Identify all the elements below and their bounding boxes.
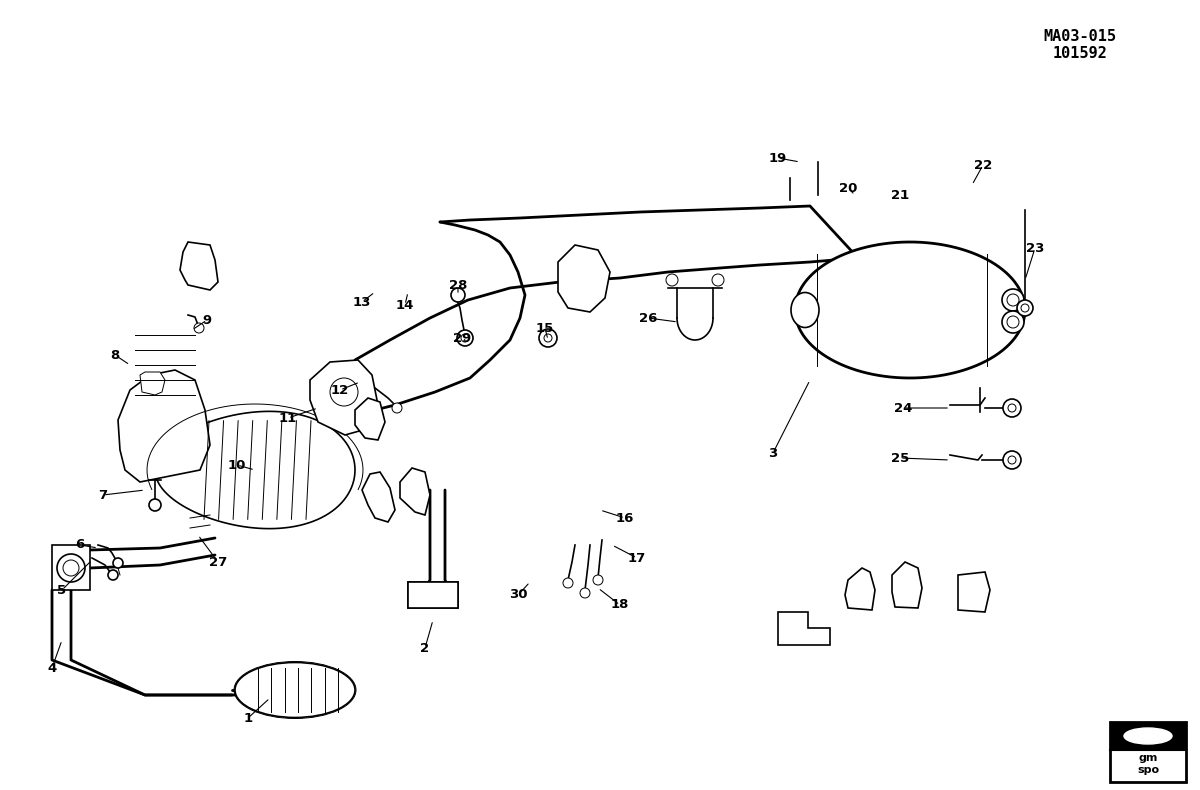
Text: 16: 16 [616, 511, 634, 525]
Polygon shape [140, 372, 166, 395]
Circle shape [64, 560, 79, 576]
Circle shape [108, 570, 118, 580]
Ellipse shape [1002, 311, 1024, 333]
Circle shape [1008, 456, 1016, 464]
Text: 11: 11 [278, 412, 298, 424]
Polygon shape [180, 242, 218, 290]
Circle shape [544, 334, 552, 342]
Text: 6: 6 [76, 539, 85, 551]
Polygon shape [408, 582, 458, 608]
Text: 3: 3 [768, 446, 778, 460]
Text: 10: 10 [228, 458, 246, 472]
Polygon shape [778, 612, 830, 645]
Circle shape [712, 274, 724, 286]
Text: 29: 29 [452, 332, 472, 344]
Circle shape [194, 323, 204, 333]
Text: 9: 9 [203, 314, 211, 326]
Text: 5: 5 [58, 584, 66, 596]
Text: 1: 1 [244, 712, 252, 724]
Text: 25: 25 [890, 452, 910, 465]
Circle shape [1016, 300, 1033, 316]
Circle shape [1003, 399, 1021, 417]
Bar [1110, 722, 1186, 750]
Text: 28: 28 [449, 279, 467, 292]
Circle shape [1008, 404, 1016, 412]
Text: 27: 27 [209, 555, 227, 569]
Text: 22: 22 [974, 159, 992, 171]
Circle shape [58, 554, 85, 582]
Text: MA03-015
101592: MA03-015 101592 [1044, 28, 1116, 61]
Circle shape [1021, 304, 1028, 312]
Circle shape [451, 288, 464, 302]
Circle shape [113, 558, 124, 568]
Text: 14: 14 [396, 299, 414, 311]
Text: 15: 15 [536, 322, 554, 334]
Text: 26: 26 [638, 311, 658, 325]
Text: 2: 2 [420, 641, 430, 654]
Circle shape [330, 378, 358, 406]
Polygon shape [845, 568, 875, 610]
Text: 17: 17 [628, 551, 646, 565]
Polygon shape [558, 245, 610, 312]
Ellipse shape [1002, 289, 1024, 311]
Text: 7: 7 [98, 488, 108, 502]
Circle shape [149, 499, 161, 511]
Text: 19: 19 [769, 152, 787, 164]
Ellipse shape [1007, 316, 1019, 328]
Ellipse shape [235, 663, 355, 717]
Ellipse shape [1124, 728, 1172, 744]
Polygon shape [892, 562, 922, 608]
Text: 21: 21 [890, 189, 910, 201]
Circle shape [593, 575, 602, 585]
Text: 4: 4 [47, 661, 56, 675]
Circle shape [392, 403, 402, 413]
Text: gm
spo: gm spo [1136, 753, 1159, 775]
Polygon shape [310, 360, 378, 435]
Circle shape [666, 274, 678, 286]
Text: 12: 12 [331, 383, 349, 397]
Text: 30: 30 [509, 589, 527, 601]
Polygon shape [362, 472, 395, 522]
Polygon shape [355, 398, 385, 440]
Circle shape [563, 578, 572, 588]
Polygon shape [958, 572, 990, 612]
Text: 18: 18 [611, 599, 629, 611]
Polygon shape [408, 582, 458, 608]
Circle shape [457, 330, 473, 346]
Text: 23: 23 [1026, 242, 1044, 254]
Polygon shape [400, 468, 430, 515]
Circle shape [580, 588, 590, 598]
Text: 20: 20 [839, 182, 857, 194]
Ellipse shape [791, 292, 818, 328]
Polygon shape [52, 545, 90, 590]
Text: 24: 24 [894, 401, 912, 415]
Circle shape [539, 329, 557, 347]
Circle shape [461, 334, 469, 342]
Text: 8: 8 [110, 348, 120, 362]
Polygon shape [118, 370, 210, 482]
Polygon shape [155, 412, 355, 529]
Bar [1110, 722, 1186, 782]
Ellipse shape [1007, 294, 1019, 306]
Circle shape [1003, 451, 1021, 469]
Polygon shape [796, 242, 1025, 378]
Text: 13: 13 [353, 295, 371, 309]
